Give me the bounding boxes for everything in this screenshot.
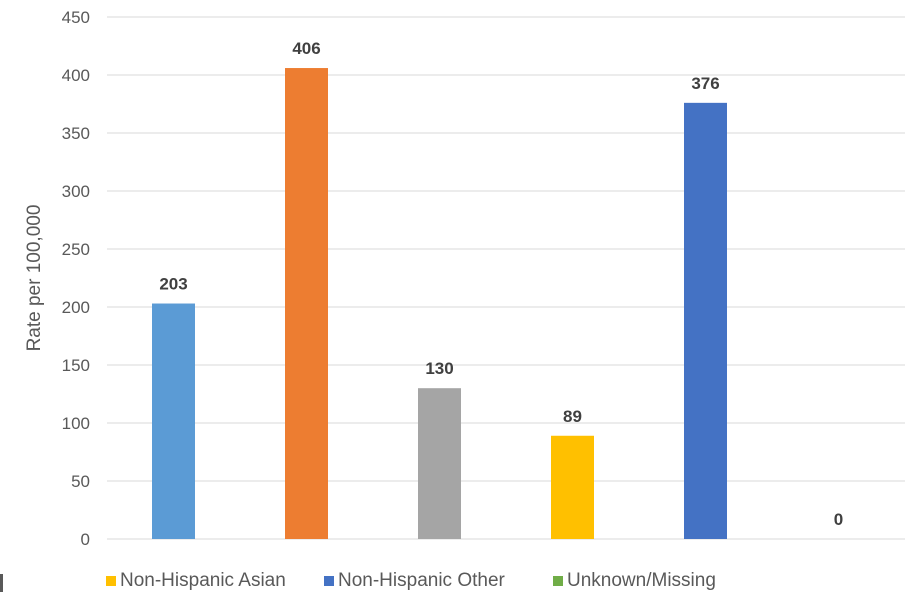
legend: Non-Hispanic Asian Non-Hispanic Other Unkn… — [0, 570, 716, 592]
y-tick-label: 50 — [71, 472, 90, 491]
y-tick-label: 350 — [62, 124, 90, 143]
legend-entry-label: Non-Hispanic Asian — [120, 570, 286, 591]
bar — [152, 303, 195, 539]
y-axis-ticks: 0 50 100 150 200 250 300 350 400 450 — [62, 8, 90, 549]
bar — [551, 435, 594, 539]
data-label: 89 — [563, 407, 582, 426]
data-label: 203 — [159, 275, 187, 294]
y-tick-label: 300 — [62, 182, 90, 201]
y-tick-label: 0 — [81, 530, 90, 549]
data-labels: 203 406 130 89 376 0 — [159, 39, 843, 529]
bar — [418, 388, 461, 539]
data-label: 406 — [292, 39, 320, 58]
legend-swatch — [106, 576, 116, 586]
legend-swatch — [553, 576, 563, 586]
y-tick-label: 250 — [62, 240, 90, 259]
legend-entry-label: Unknown/Missing — [567, 570, 716, 591]
y-tick-label: 150 — [62, 356, 90, 375]
y-tick-label: 450 — [62, 8, 90, 27]
y-tick-label: 200 — [62, 298, 90, 317]
y-axis-label: Rate per 100,000 — [24, 205, 45, 352]
bar — [684, 102, 727, 539]
gridlines — [107, 16, 905, 540]
legend-swatch — [324, 576, 334, 586]
legend-clipped-fragment — [0, 574, 3, 592]
data-label: 130 — [425, 359, 453, 378]
y-tick-label: 100 — [62, 414, 90, 433]
data-label: 376 — [691, 74, 719, 93]
y-tick-label: 400 — [62, 66, 90, 85]
data-label: 0 — [834, 510, 843, 529]
legend-entry-label: Non-Hispanic Other — [338, 570, 506, 591]
bar — [285, 68, 328, 539]
bars — [152, 68, 727, 539]
